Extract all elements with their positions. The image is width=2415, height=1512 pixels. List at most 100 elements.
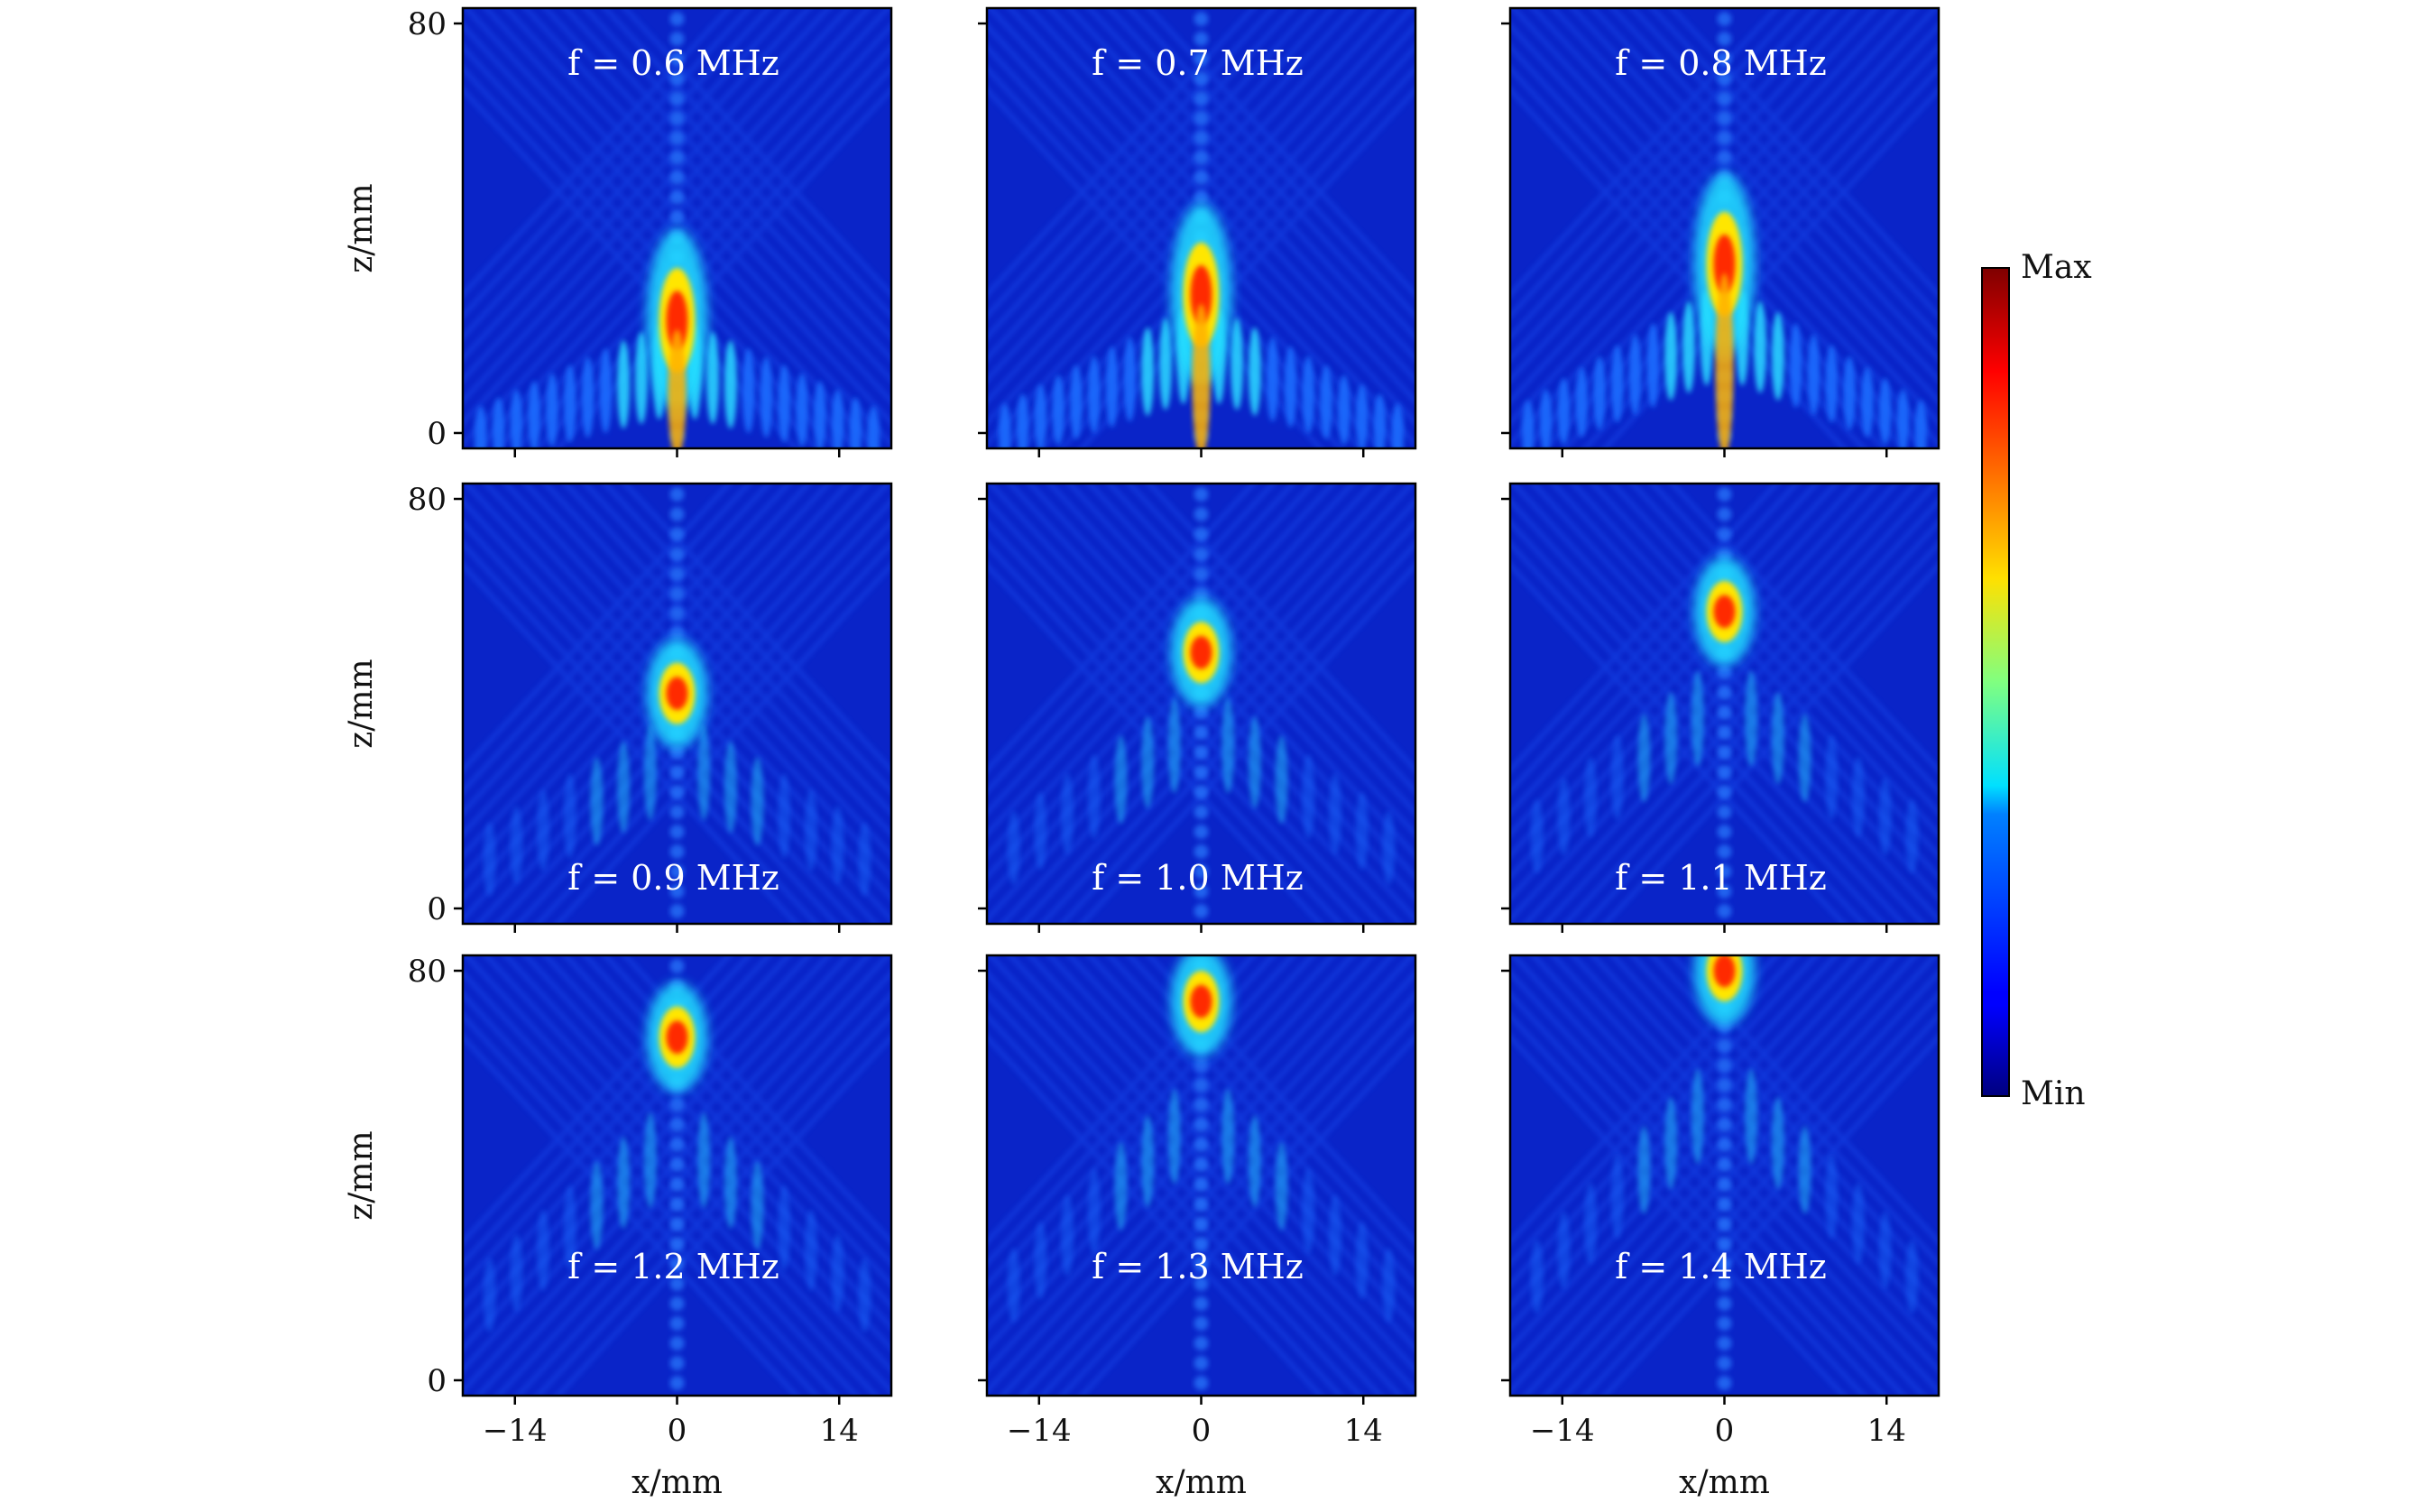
x-tick-label: 0 [1715,1413,1735,1449]
side-lobe [813,381,826,448]
side-lobe [724,340,737,429]
focal-spot [1170,203,1232,448]
side-lobe [617,741,631,834]
axial-bead [1194,1356,1209,1370]
side-lobe [1158,318,1172,410]
beam-pattern [1570,955,1939,1352]
axial-bead [1717,507,1732,521]
axial-bead [1194,12,1209,26]
beam-pattern [622,8,891,299]
frequency-label: f = 1.0 MHz [1092,858,1304,898]
axial-bead [1194,91,1209,106]
beam-pattern [463,8,880,448]
side-lobe [1851,756,1865,838]
beam-pattern [542,8,891,383]
side-lobe [563,364,576,443]
axial-bead [1194,507,1209,521]
side-lobe [1771,1097,1784,1190]
axial-bead [1717,1138,1732,1152]
axial-bead [1717,111,1732,125]
side-lobe [1034,383,1047,448]
axial-bead [1717,745,1732,760]
beam-pattern [1146,484,1415,774]
side-lobe [1843,355,1857,430]
beam-pattern [1106,955,1415,1288]
side-lobe [1851,1182,1865,1264]
focal-tail [1715,272,1734,448]
beam-pattern [622,484,891,774]
side-lobe [617,340,631,429]
side-lobe [1664,692,1678,785]
side-lobe [1575,366,1589,438]
beam-pattern [562,955,891,1310]
side-lobe [545,373,558,447]
beam-pattern [1510,43,1887,448]
focal-spot [1170,597,1232,708]
axial-bead [1717,91,1732,106]
beam-pattern [1086,955,1415,1310]
z-tick-label: 0 [427,416,447,452]
side-lobe [858,822,871,897]
beam-pattern [1146,955,1415,1246]
axial-bead [669,91,685,106]
axial-bead [1717,765,1732,779]
side-lobe [1825,734,1839,820]
side-lobe [1302,754,1315,840]
axial-bead [669,864,685,879]
axial-bead [669,151,685,165]
beam-pattern [1066,955,1415,1331]
beam-pattern [1146,8,1415,299]
axial-bead [1717,1098,1732,1112]
colorbar-max-label: Max [2021,249,2092,286]
beam-pattern [987,519,1364,924]
side-lobe [858,1258,871,1332]
side-lobe [751,1160,764,1249]
axial-bead [1717,1058,1732,1073]
axial-bead [669,111,685,125]
axial-bead [1717,1177,1732,1192]
axial-bead [669,507,685,521]
beam-pattern [1106,484,1415,816]
side-lobe [581,356,595,438]
focal-spot [1170,955,1232,1056]
axial-bead [1717,1217,1732,1231]
axial-bead [1194,1217,1209,1231]
beam-pattern [1510,955,1927,1396]
side-lobe [1825,345,1839,423]
beam-pattern [987,991,1364,1396]
axial-bead [1717,1296,1732,1311]
axial-bead [1717,1356,1732,1370]
side-lobe [1637,714,1651,803]
axial-bead [1717,71,1732,86]
side-lobe [1584,1182,1598,1264]
side-lobe [1878,378,1892,446]
axial-bead [1194,844,1209,859]
side-lobe [1798,1125,1811,1214]
axial-bead [1194,904,1209,918]
beam-pattern [987,22,1384,448]
side-lobe [1860,366,1874,438]
side-lobe [1391,402,1405,448]
beam-pattern [1510,8,1927,448]
side-lobe [510,1233,523,1312]
focal-spot [646,638,708,749]
side-lobe [1275,735,1288,825]
heatmap-panel-9: f = 1.4 MHz [1501,954,1940,1405]
side-lobe [1105,346,1119,428]
axial-bead [669,959,685,973]
axial-bead [1194,190,1209,205]
focal-spot [1693,557,1756,667]
axial-bead [1717,1376,1732,1390]
side-lobe [1355,1222,1369,1300]
axial-bead [669,131,685,145]
side-lobe [1557,378,1571,446]
beam-pattern [1086,8,1415,363]
axial-bead [669,71,685,86]
side-lobe [1539,389,1553,448]
beam-pattern [987,1033,1324,1396]
side-lobe [1087,754,1101,840]
side-lobe [1284,346,1297,428]
beam-pattern [463,955,880,1396]
side-lobe [528,381,541,448]
beam-pattern [1669,955,1939,1246]
